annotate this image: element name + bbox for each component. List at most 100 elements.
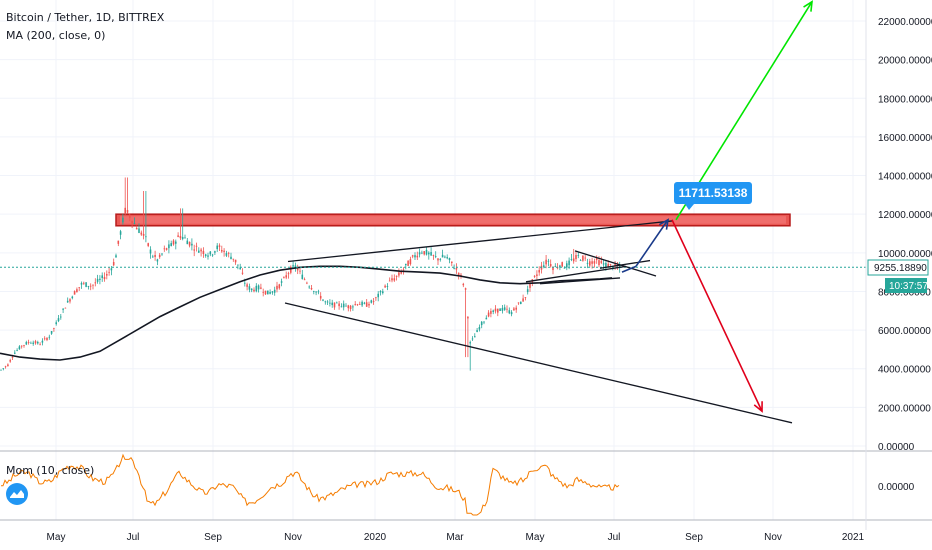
candle-body [4,366,7,368]
candle-body [262,291,264,293]
trendline[interactable] [574,250,657,277]
trendline[interactable] [539,277,621,285]
candle-body [25,342,28,345]
candle-body [506,308,508,310]
candle-body [269,292,271,294]
candle-body [301,274,304,280]
candle-body [393,278,396,281]
candle-body [354,304,356,305]
candle-body [62,308,64,310]
candle-body [377,293,379,298]
candle-body [115,255,117,258]
candle-body [347,305,350,309]
candle-body [543,265,545,267]
current-price-tag: 9255.18890 10:37:57 [867,259,929,293]
trendline[interactable] [287,220,673,263]
candle-body [345,305,347,307]
candle-body [214,251,216,253]
target-price-badge[interactable]: 11711.53138 [674,182,752,210]
candle-body [283,277,285,279]
price-tick-label: 6000.00000 [878,326,931,337]
candle-body [7,364,9,367]
candle-body [313,291,315,292]
candle-body [483,321,485,323]
candle-body [556,267,559,269]
candle-body [462,283,465,286]
bear-projection-arrow[interactable] [671,219,763,412]
time-tick-label: Sep [685,532,703,543]
candle-body [446,257,448,259]
trendline[interactable] [284,302,793,424]
time-tick-label: Nov [284,532,302,543]
resistance-zone-inner [120,216,786,224]
candle-body [575,255,577,260]
candle-body [577,255,580,256]
countdown-timer: 10:37:57 [889,281,928,292]
candle-body [409,259,412,265]
candle-body [30,342,32,344]
candle-body [296,268,299,271]
candle-body [310,287,313,290]
symbol-title[interactable]: Bitcoin / Tether, 1D, BITTREX [6,11,165,24]
candle-body [421,252,423,254]
price-tick-label: 18000.00000 [878,94,932,105]
candle-body [39,344,41,346]
candle-body [135,227,138,230]
candle-body [48,336,51,338]
candle-body [108,271,110,273]
candle-body [14,352,16,354]
bear-projection-arrow-head [753,401,763,413]
ma-indicator-title[interactable]: MA (200, close, 0) [6,29,106,42]
candle-body [126,210,129,213]
candle-body [131,220,133,224]
momentum-indicator-title[interactable]: Mom (10, close) [6,464,95,477]
candle-body [16,350,18,351]
candle-body [227,252,230,254]
candle-body [487,312,490,317]
candle-body [195,245,198,247]
candle-body [524,297,527,298]
price-axis[interactable]: 22000.00000 20000.00000 18000.00000 16000.0… [878,17,932,453]
candle-body [471,338,474,340]
time-axis[interactable]: May Jul Sep Nov 2020 Mar May Jul Sep Nov 2021 [47,532,865,543]
candle-body [340,306,343,308]
candle-body [384,285,386,288]
candle-body [140,232,143,235]
candle-body [57,318,60,322]
candle-body [241,272,244,274]
tradingview-logo-icon[interactable] [6,483,28,505]
candle-body [609,264,612,265]
candle-body [602,263,605,265]
candle-body [494,308,497,312]
candle-body [267,290,269,295]
momentum-pane [1,453,620,516]
candle-body [382,291,384,294]
candle-body [223,250,225,252]
trendline[interactable] [525,265,627,283]
time-tick-label: Mar [446,532,464,543]
candle-body [50,330,53,334]
blue-projection-arrow[interactable] [635,219,669,267]
candle-body [342,303,345,308]
candle-body [264,290,267,295]
candle-body [510,312,513,315]
candle-body [209,251,212,255]
candle-body [216,245,218,250]
resistance-zone[interactable] [115,213,791,227]
candle-body [595,257,598,261]
candle-body [147,243,149,246]
trendline[interactable] [599,259,651,269]
candle-body [106,274,108,276]
candle-body [430,252,432,256]
candle-body [469,342,471,344]
candle-body [372,301,375,303]
candle-body [18,346,21,350]
blue-projection-start [621,265,637,273]
candle-body [198,250,200,253]
candle-body [181,237,184,240]
candle-body [478,327,481,330]
candle-body [299,270,301,272]
candle-body [549,264,552,267]
candle-body [83,282,85,284]
